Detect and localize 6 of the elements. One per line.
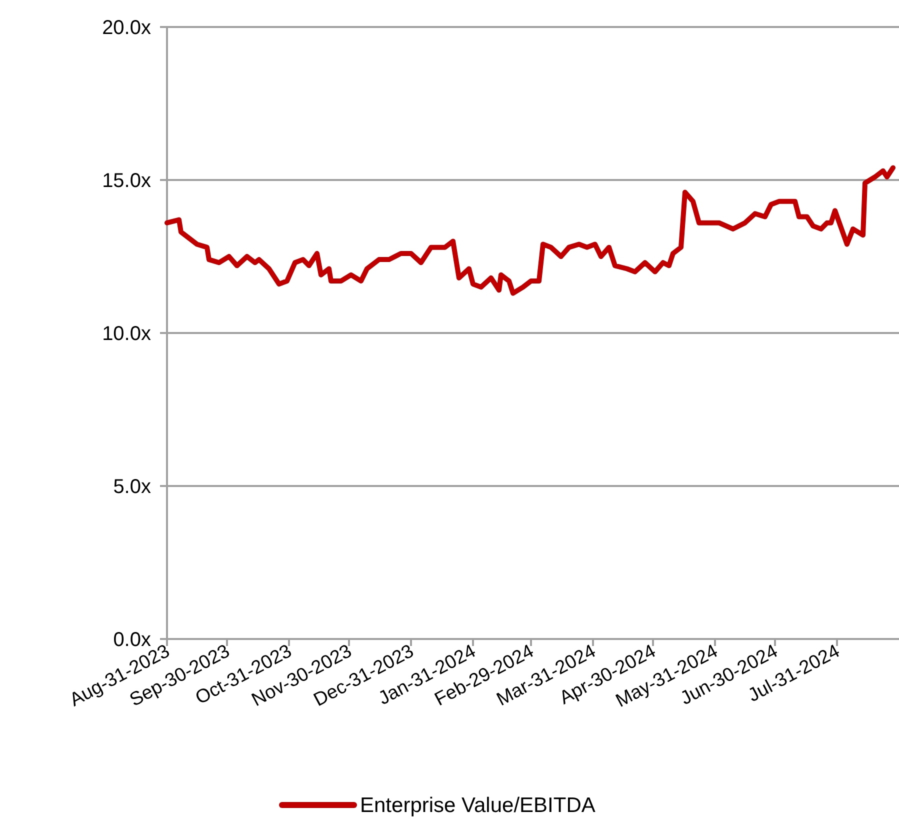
y-tick-label: 15.0x	[102, 170, 151, 192]
y-tick-label: 5.0x	[113, 476, 151, 498]
y-tick-label: 0.0x	[113, 629, 151, 651]
legend-label: Enterprise Value/EBITDA	[360, 794, 596, 817]
y-tick-label: 10.0x	[102, 323, 151, 345]
y-tick-label: 20.0x	[102, 17, 151, 39]
